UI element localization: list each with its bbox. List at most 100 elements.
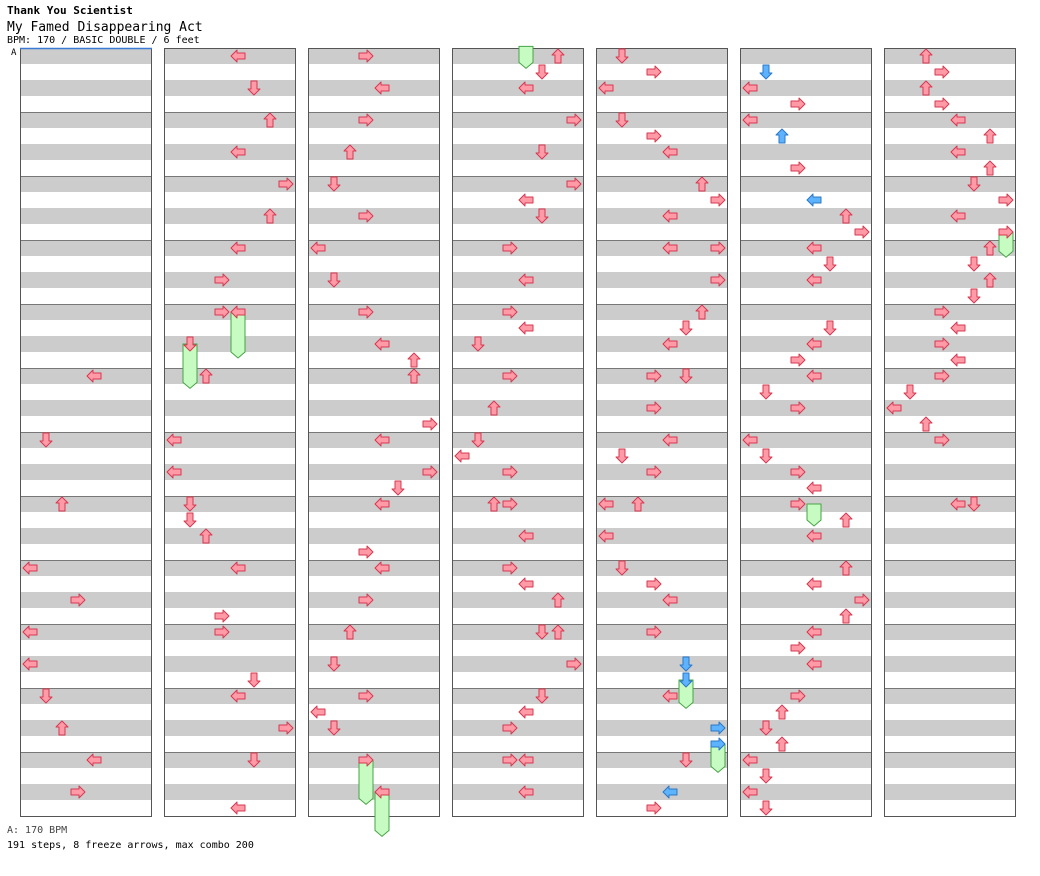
beat-stripe: [452, 624, 584, 640]
step-arrow-left-icon: [166, 433, 182, 447]
step-arrow-right-icon: [646, 129, 662, 143]
step-arrow-right-icon: [502, 753, 518, 767]
beat-stripe: [164, 400, 296, 416]
step-arrow-left-icon: [22, 625, 38, 639]
freeze-arrow: [518, 45, 534, 70]
freeze-arrow: [374, 791, 390, 838]
step-arrow-down-icon: [679, 320, 693, 336]
step-arrow-left-icon: [598, 529, 614, 543]
step-arrow-down-icon: [327, 720, 341, 736]
step-arrow-right-icon: [710, 721, 726, 735]
step-arrow-down-icon: [183, 336, 197, 352]
beat-stripe: [20, 560, 152, 576]
step-arrow-right-icon: [358, 593, 374, 607]
beat-stripe: [884, 240, 1016, 256]
beat-stripe: [740, 656, 872, 672]
beat-stripe: [164, 688, 296, 704]
step-arrow-left-icon: [806, 657, 822, 671]
step-arrow-right-icon: [502, 561, 518, 575]
beat-stripe: [596, 720, 728, 736]
beat-stripe: [596, 496, 728, 512]
beat-stripe: [308, 752, 440, 768]
chart-column: [596, 48, 728, 817]
beat-stripe: [452, 48, 584, 64]
step-arrow-left-icon: [518, 705, 534, 719]
step-arrow-up-icon: [839, 608, 853, 624]
step-arrow-left-icon: [518, 321, 534, 335]
beat-stripe: [164, 208, 296, 224]
step-arrow-up-icon: [263, 112, 277, 128]
beat-stripe: [20, 48, 152, 64]
beat-stripe: [884, 560, 1016, 576]
bpm-marker: A: [11, 48, 17, 58]
beat-stripe: [164, 432, 296, 448]
beat-stripe: [452, 784, 584, 800]
step-arrow-right-icon: [790, 353, 806, 367]
beat-stripe: [596, 80, 728, 96]
beat-stripe: [884, 528, 1016, 544]
step-arrow-right-icon: [214, 609, 230, 623]
beat-stripe: [20, 176, 152, 192]
step-arrow-up-icon: [983, 272, 997, 288]
beat-stripe: [452, 560, 584, 576]
beat-stripe: [20, 336, 152, 352]
step-arrow-left-icon: [374, 785, 390, 799]
beat-stripe: [740, 464, 872, 480]
step-arrow-right-icon: [502, 497, 518, 511]
beat-stripe: [308, 208, 440, 224]
beat-stripe: [740, 560, 872, 576]
step-arrow-down-icon: [903, 384, 917, 400]
beat-stripe: [20, 592, 152, 608]
beat-stripe: [308, 496, 440, 512]
step-arrow-down-icon: [759, 448, 773, 464]
beat-stripe: [740, 720, 872, 736]
beat-stripe: [20, 112, 152, 128]
step-arrow-up-icon: [199, 368, 213, 384]
step-arrow-left-icon: [742, 785, 758, 799]
step-arrow-left-icon: [22, 657, 38, 671]
beat-stripe: [164, 624, 296, 640]
beat-stripe: [884, 48, 1016, 64]
step-arrow-up-icon: [551, 592, 565, 608]
step-arrow-left-icon: [662, 593, 678, 607]
beat-stripe: [20, 720, 152, 736]
step-arrow-right-icon: [278, 721, 294, 735]
step-arrow-right-icon: [422, 465, 438, 479]
step-arrow-right-icon: [854, 593, 870, 607]
freeze-arrow: [182, 343, 198, 390]
step-arrow-right-icon: [358, 753, 374, 767]
beat-stripe: [740, 144, 872, 160]
beat-stripe: [596, 688, 728, 704]
step-arrow-right-icon: [358, 305, 374, 319]
beat-stripe: [884, 80, 1016, 96]
step-arrow-left-icon: [806, 273, 822, 287]
beat-stripe: [164, 112, 296, 128]
step-arrow-left-icon: [662, 433, 678, 447]
step-arrow-right-icon: [566, 113, 582, 127]
beat-stripe: [452, 304, 584, 320]
step-arrow-down-icon: [327, 656, 341, 672]
step-arrow-up-icon: [695, 304, 709, 320]
beat-stripe: [596, 656, 728, 672]
beat-stripe: [164, 720, 296, 736]
step-arrow-left-icon: [454, 449, 470, 463]
step-arrow-left-icon: [518, 273, 534, 287]
step-arrow-left-icon: [518, 529, 534, 543]
beat-stripe: [452, 432, 584, 448]
beat-stripe: [164, 144, 296, 160]
beat-stripe: [596, 304, 728, 320]
step-arrow-right-icon: [646, 465, 662, 479]
step-arrow-right-icon: [358, 689, 374, 703]
step-arrow-right-icon: [998, 225, 1014, 239]
step-arrow-down-icon: [967, 288, 981, 304]
beat-stripe: [308, 336, 440, 352]
song-title: My Famed Disappearing Act: [7, 20, 203, 35]
step-arrow-down-icon: [535, 624, 549, 640]
beat-stripe: [596, 624, 728, 640]
step-arrow-down-icon: [535, 688, 549, 704]
step-arrow-left-icon: [806, 577, 822, 591]
beat-stripe: [452, 592, 584, 608]
beat-stripe: [596, 176, 728, 192]
beat-stripe: [596, 240, 728, 256]
